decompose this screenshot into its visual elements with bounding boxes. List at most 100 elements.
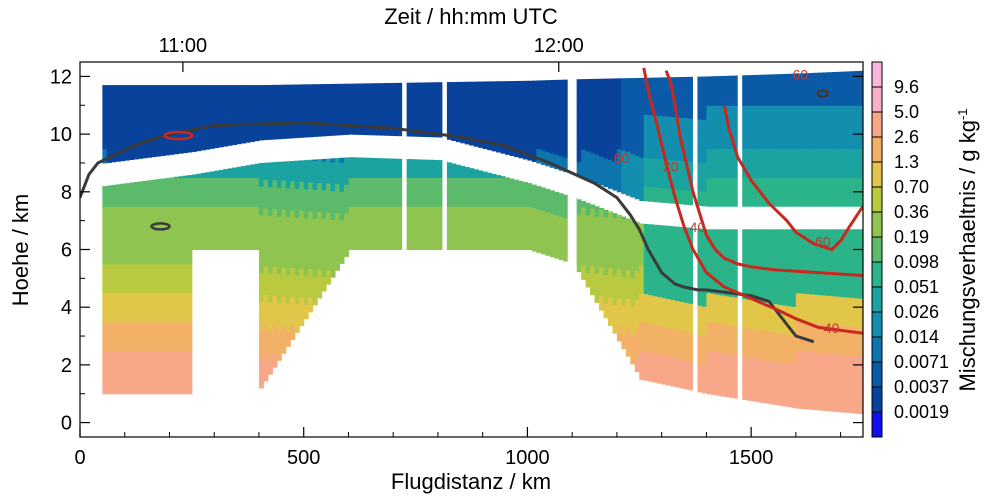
heatmap-cell	[106, 249, 112, 265]
heatmap-cell	[173, 321, 179, 337]
heatmap-cell	[285, 173, 291, 189]
heatmap-cell	[339, 205, 345, 221]
heatmap-cell	[643, 308, 649, 324]
heatmap-cell	[352, 157, 358, 164]
heatmap-cell	[701, 104, 707, 120]
heatmap-cell	[661, 283, 667, 299]
heatmap-cell	[625, 341, 631, 357]
heatmap-cell	[813, 148, 819, 164]
heatmap-cell	[232, 191, 238, 207]
heatmap-cell	[831, 148, 837, 164]
heatmap-cell	[267, 302, 273, 317]
heatmap-cell	[652, 338, 658, 354]
heatmap-cell	[303, 246, 309, 262]
heatmap-cell	[290, 238, 296, 254]
heatmap-cell	[411, 121, 417, 137]
heatmap-cell	[733, 148, 739, 164]
heatmap-cell	[455, 81, 461, 85]
heatmap-cell	[218, 220, 224, 236]
heatmap-cell	[782, 247, 788, 263]
heatmap-cell	[455, 98, 461, 114]
heatmap-cell	[437, 177, 443, 193]
heatmap-cell	[527, 183, 533, 193]
heatmap-cell	[285, 288, 291, 304]
heatmap-cell	[599, 156, 604, 171]
heatmap-cell	[124, 249, 130, 265]
heatmap-cell	[764, 74, 770, 77]
heatmap-cell	[227, 85, 233, 89]
heatmap-cell	[343, 91, 349, 107]
heatmap-cell	[621, 121, 627, 137]
heatmap-cell	[160, 97, 166, 113]
heatmap-cell	[706, 177, 712, 193]
heatmap-cell	[666, 226, 672, 242]
heatmap-cell	[138, 336, 144, 351]
heatmap-cell	[227, 177, 233, 193]
heatmap-cell	[679, 243, 685, 259]
heatmap-cell	[348, 157, 354, 164]
heatmap-cell	[679, 373, 685, 389]
heatmap-cell	[612, 304, 618, 320]
heatmap-cell	[129, 145, 135, 160]
heatmap-cell	[836, 353, 842, 369]
heatmap-cell	[652, 224, 658, 239]
heatmap-cell	[657, 354, 663, 370]
heatmap-cell	[800, 90, 806, 106]
heatmap-cell	[657, 311, 663, 326]
heatmap-cell	[554, 214, 560, 230]
heatmap-cell	[312, 175, 318, 190]
heatmap-cell	[697, 362, 703, 378]
heatmap-cell	[688, 103, 694, 119]
heatmap-cell	[115, 336, 121, 351]
heatmap-cell	[760, 272, 766, 288]
heatmap-cell	[415, 235, 421, 250]
heatmap-cell	[733, 229, 739, 240]
heatmap-cell	[540, 92, 546, 108]
heatmap-cell	[272, 208, 278, 224]
heatmap-cell	[124, 364, 130, 380]
heatmap-cell	[276, 161, 282, 174]
heatmap-cell	[666, 225, 672, 227]
heatmap-cell	[679, 315, 685, 331]
heatmap-cell	[849, 90, 855, 106]
heatmap-cell	[769, 346, 775, 362]
heatmap-cell	[370, 177, 376, 193]
heatmap-cell	[715, 105, 721, 121]
heatmap-cell	[312, 93, 318, 109]
heatmap-cell	[836, 119, 842, 135]
heatmap-cell	[728, 76, 734, 92]
heatmap-cell	[755, 191, 761, 207]
heatmap-cell	[308, 93, 314, 109]
colorbar-label: 0.70	[894, 177, 929, 197]
heatmap-cell	[558, 112, 564, 128]
heatmap-cell	[590, 152, 596, 168]
heatmap-cell	[232, 167, 238, 178]
heatmap-cell	[760, 90, 766, 106]
heatmap-cell	[742, 284, 748, 300]
heatmap-cell	[478, 206, 484, 222]
heatmap-cell	[599, 281, 604, 297]
heatmap-cell	[755, 229, 761, 244]
heatmap-cell	[549, 95, 555, 111]
heatmap-cell	[214, 235, 220, 250]
heatmap-cell	[308, 210, 314, 226]
heatmap-cell	[581, 149, 587, 165]
heatmap-cell	[742, 312, 748, 328]
heatmap-cell	[746, 371, 752, 387]
heatmap-cell	[822, 119, 828, 135]
heatmap-cell	[786, 392, 792, 408]
heatmap-cell	[795, 76, 801, 92]
heatmap-cell	[321, 276, 327, 292]
heatmap-cell	[178, 249, 184, 265]
heatmap-cell	[657, 144, 663, 160]
heatmap-cell	[330, 176, 336, 192]
heatmap-cell	[169, 379, 175, 395]
heatmap-cell	[625, 78, 631, 81]
heatmap-cell	[845, 253, 851, 269]
heatmap-cell	[782, 148, 788, 164]
heatmap-cell	[339, 162, 345, 178]
heatmap-cell	[111, 206, 117, 222]
heatmap-cell	[751, 76, 757, 92]
heatmap-cell	[138, 379, 144, 395]
heatmap-cell	[684, 103, 690, 119]
